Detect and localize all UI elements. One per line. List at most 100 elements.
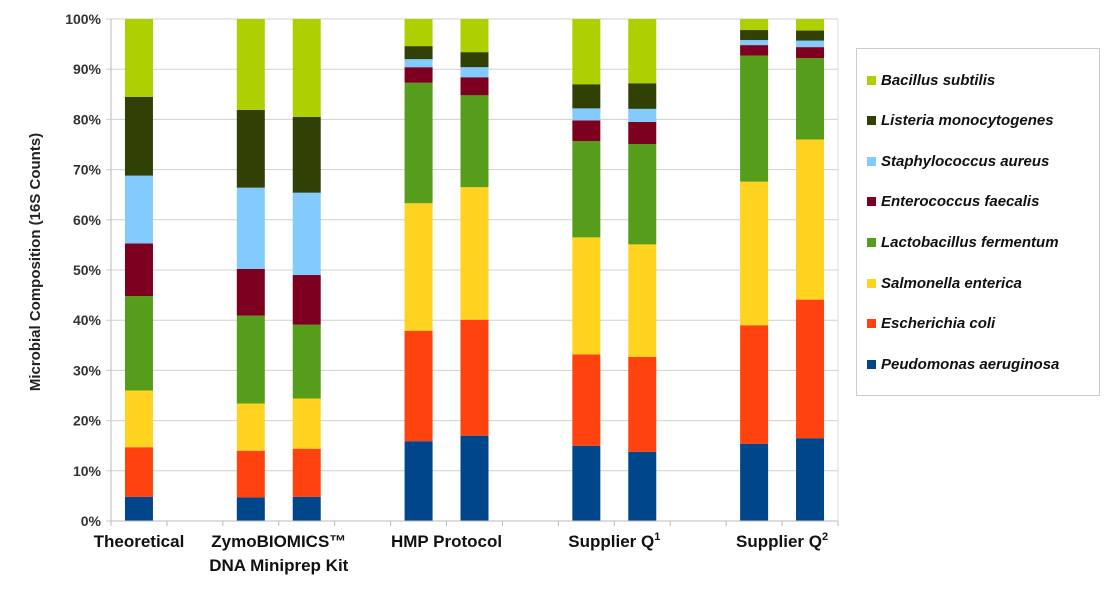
legend-item: Enterococcus faecalis bbox=[867, 192, 1039, 212]
bar-segment-listeria-monocytogenes bbox=[460, 52, 489, 68]
y-tick-label: 40% bbox=[73, 312, 102, 328]
bar-segment-peudomonas-aeruginosa bbox=[236, 497, 265, 521]
bar-segment-bacillus-subtilis bbox=[740, 19, 769, 31]
bar-segment-staphylococcus-aureus bbox=[124, 175, 153, 244]
bar-segment-escherichia-coli bbox=[236, 450, 265, 498]
bar-segment-bacillus-subtilis bbox=[460, 19, 489, 53]
bar-segment-staphylococcus-aureus bbox=[796, 40, 825, 48]
bar-segment-listeria-monocytogenes bbox=[796, 30, 825, 41]
x-group-label-text: Theoretical bbox=[94, 532, 185, 551]
bar-segment-lactobacillus-fermentum bbox=[796, 58, 825, 140]
bar-segment-escherichia-coli bbox=[740, 325, 769, 444]
bar-segment-peudomonas-aeruginosa bbox=[124, 496, 153, 521]
bar-segment-escherichia-coli bbox=[460, 319, 489, 436]
legend-item: Salmonella enterica bbox=[867, 273, 1022, 293]
legend-label: Peudomonas aeruginosa bbox=[881, 355, 1060, 373]
bar-segment-peudomonas-aeruginosa bbox=[740, 443, 769, 521]
y-tick-label: 20% bbox=[73, 413, 102, 429]
x-group-label-text: Supplier Q bbox=[736, 532, 822, 551]
y-axis-label: Microbial Composition (16S Counts) bbox=[27, 133, 44, 391]
bar-segment-salmonella-enterica bbox=[796, 139, 825, 300]
bar-segment-lactobacillus-fermentum bbox=[740, 55, 769, 182]
y-tick-label: 80% bbox=[73, 111, 102, 127]
axes bbox=[110, 19, 839, 526]
bar-segment-peudomonas-aeruginosa bbox=[796, 438, 825, 521]
bar-segment-bacillus-subtilis bbox=[236, 19, 265, 110]
bar-segment-peudomonas-aeruginosa bbox=[292, 496, 321, 521]
bar-segment-staphylococcus-aureus bbox=[572, 108, 601, 121]
bar-segment-peudomonas-aeruginosa bbox=[572, 445, 601, 521]
y-tick-label: 100% bbox=[65, 11, 101, 27]
bar-segment-peudomonas-aeruginosa bbox=[404, 441, 433, 521]
bar-segment-salmonella-enterica bbox=[628, 244, 657, 357]
bar-segment-peudomonas-aeruginosa bbox=[460, 435, 489, 521]
legend-swatch bbox=[867, 156, 876, 166]
bar-segment-bacillus-subtilis bbox=[796, 19, 825, 31]
x-group-label-text: Supplier Q bbox=[568, 532, 654, 551]
bar-segment-lactobacillus-fermentum bbox=[292, 324, 321, 399]
bar-segment-salmonella-enterica bbox=[236, 403, 265, 451]
legend-swatch bbox=[867, 319, 876, 329]
bar-segment-enterococcus-faecalis bbox=[236, 268, 265, 316]
bar-segment-enterococcus-faecalis bbox=[404, 67, 433, 83]
bar-segment-lactobacillus-fermentum bbox=[628, 143, 657, 245]
bars bbox=[124, 19, 825, 521]
legend-swatch bbox=[867, 237, 876, 247]
legend-swatch bbox=[867, 75, 876, 85]
bar-segment-lactobacillus-fermentum bbox=[460, 95, 489, 188]
bar-segment-peudomonas-aeruginosa bbox=[628, 451, 657, 521]
bar-segment-salmonella-enterica bbox=[740, 181, 769, 326]
bar-segment-lactobacillus-fermentum bbox=[404, 82, 433, 204]
legend-label: Lactobacillus fermentum bbox=[881, 233, 1059, 251]
legend-swatch bbox=[867, 359, 876, 369]
y-tick-label: 60% bbox=[73, 212, 102, 228]
x-group-label: Supplier Q2 bbox=[736, 531, 828, 551]
bar-segment-bacillus-subtilis bbox=[628, 19, 657, 84]
legend-label: Bacillus subtilis bbox=[881, 71, 996, 89]
bar-segment-listeria-monocytogenes bbox=[124, 96, 153, 176]
bar-segment-escherichia-coli bbox=[628, 356, 657, 452]
x-group-label: Theoretical bbox=[94, 532, 185, 551]
bar-segment-bacillus-subtilis bbox=[124, 19, 153, 97]
bar-segment-lactobacillus-fermentum bbox=[572, 140, 601, 238]
legend-item: Bacillus subtilis bbox=[867, 70, 995, 90]
y-tick-label: 0% bbox=[81, 513, 102, 529]
bar-segment-listeria-monocytogenes bbox=[628, 83, 657, 109]
bar-segment-staphylococcus-aureus bbox=[292, 192, 321, 276]
legend-label: Escherichia coli bbox=[881, 315, 996, 333]
legend-label: Salmonella enterica bbox=[881, 274, 1022, 292]
bar-segment-staphylococcus-aureus bbox=[404, 59, 433, 68]
legend-item: Listeria monocytogenes bbox=[867, 111, 1054, 131]
legend-item: Peudomonas aeruginosa bbox=[867, 354, 1059, 374]
bar-segment-escherichia-coli bbox=[404, 330, 433, 442]
y-tick-label: 10% bbox=[73, 463, 102, 479]
bar-segment-lactobacillus-fermentum bbox=[124, 296, 153, 391]
legend-label: Listeria monocytogenes bbox=[881, 112, 1054, 130]
bar-segment-lactobacillus-fermentum bbox=[236, 315, 265, 404]
legend-swatch bbox=[867, 197, 876, 207]
bar-segment-enterococcus-faecalis bbox=[572, 120, 601, 141]
x-group-label-text: ZymoBIOMICS™ bbox=[211, 532, 346, 551]
bar-segment-salmonella-enterica bbox=[572, 237, 601, 355]
bar-segment-enterococcus-faecalis bbox=[460, 77, 489, 96]
bar-segment-enterococcus-faecalis bbox=[124, 243, 153, 297]
legend-label: Staphylococcus aureus bbox=[881, 152, 1050, 170]
y-tick-label: 70% bbox=[73, 162, 102, 178]
bar-segment-bacillus-subtilis bbox=[292, 19, 321, 117]
legend-swatch bbox=[867, 278, 876, 288]
bar-segment-salmonella-enterica bbox=[124, 390, 153, 448]
legend-swatch bbox=[867, 116, 876, 126]
bar-segment-escherichia-coli bbox=[796, 299, 825, 439]
bar-segment-listeria-monocytogenes bbox=[236, 109, 265, 188]
y-tick-label: 30% bbox=[73, 362, 102, 378]
bar-segment-enterococcus-faecalis bbox=[796, 47, 825, 59]
bar-segment-staphylococcus-aureus bbox=[236, 187, 265, 269]
legend-label: Enterococcus faecalis bbox=[881, 193, 1040, 211]
bar-segment-listeria-monocytogenes bbox=[740, 30, 769, 41]
bar-segment-listeria-monocytogenes bbox=[404, 46, 433, 60]
x-group-label-line2: DNA Miniprep Kit bbox=[209, 556, 348, 575]
legend: Bacillus subtilis Listeria monocytogenes S… bbox=[856, 48, 1100, 396]
x-axis-labels: Theoretical ZymoBIOMICS™ DNA Miniprep Kit H… bbox=[94, 531, 829, 575]
bar-segment-enterococcus-faecalis bbox=[292, 275, 321, 325]
